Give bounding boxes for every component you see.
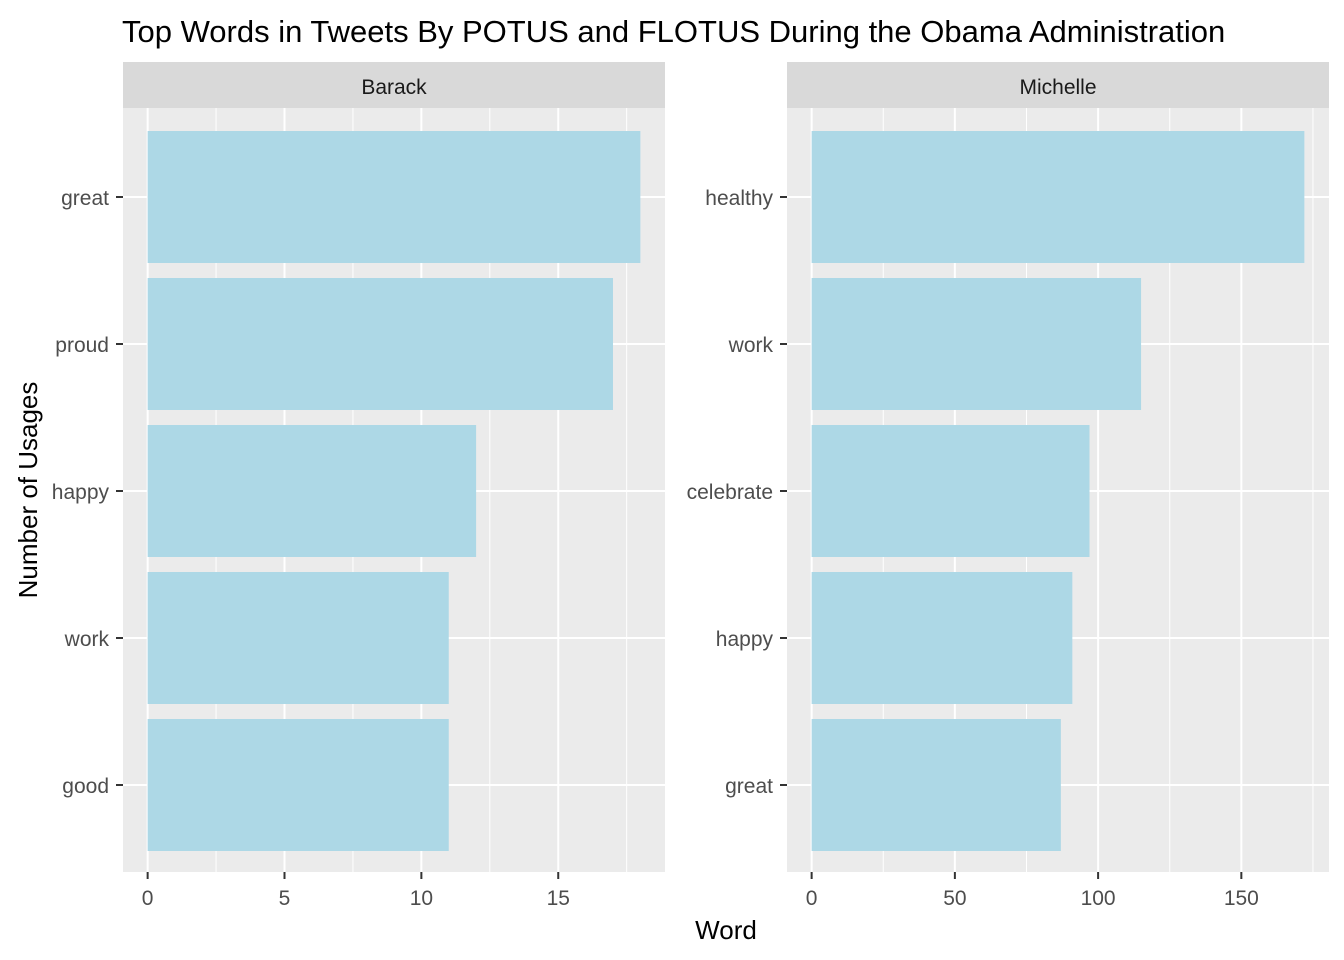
chart-title: Top Words in Tweets By POTUS and FLOTUS … (122, 14, 1225, 49)
x-tick-label: 150 (1224, 887, 1259, 910)
y-tick-label: happy (716, 628, 774, 651)
x-tick-label: 0 (142, 887, 154, 910)
y-tick-label: healthy (705, 187, 773, 210)
x-tick-label: 10 (410, 887, 433, 910)
y-tick-label: great (61, 187, 109, 210)
y-tick-label: great (725, 775, 773, 798)
y-tick-label: happy (52, 481, 110, 504)
x-tick-label: 50 (943, 887, 966, 910)
y-tick-label: work (64, 628, 110, 651)
y-tick-label: celebrate (687, 481, 773, 504)
facets: Barack great proud happy work good 0 5 10 15 Miche… (52, 62, 1329, 910)
bar-happy (811, 572, 1073, 704)
facet-strip-label: Michelle (1019, 76, 1096, 99)
x-axis-title: Word (695, 915, 757, 945)
x-tick-label: 0 (806, 887, 818, 910)
bar-good (147, 719, 449, 851)
bar-work (147, 572, 449, 704)
bar-proud (147, 278, 613, 410)
facet-michelle: Michelle healthy work celebrate happy great 0 5… (687, 62, 1329, 910)
x-tick-label: 15 (547, 887, 570, 910)
x-tick-label: 100 (1081, 887, 1116, 910)
facet-strip-label: Barack (361, 76, 427, 99)
y-tick-label: good (62, 775, 109, 798)
bar-happy (147, 425, 477, 557)
facet-strip (787, 62, 1329, 108)
facet-barack: Barack great proud happy work good 0 5 10 15 (52, 62, 665, 910)
y-tick-label: work (728, 334, 774, 357)
y-axis-title: Number of Usages (13, 382, 43, 599)
x-tick-label: 5 (279, 887, 291, 910)
facet-strip (123, 62, 665, 108)
bar-great (147, 131, 641, 263)
y-tick-label: proud (55, 334, 109, 357)
bar-healthy (811, 131, 1305, 263)
bar-work (811, 278, 1142, 410)
bar-celebrate (811, 425, 1090, 557)
bar-great (811, 719, 1061, 851)
